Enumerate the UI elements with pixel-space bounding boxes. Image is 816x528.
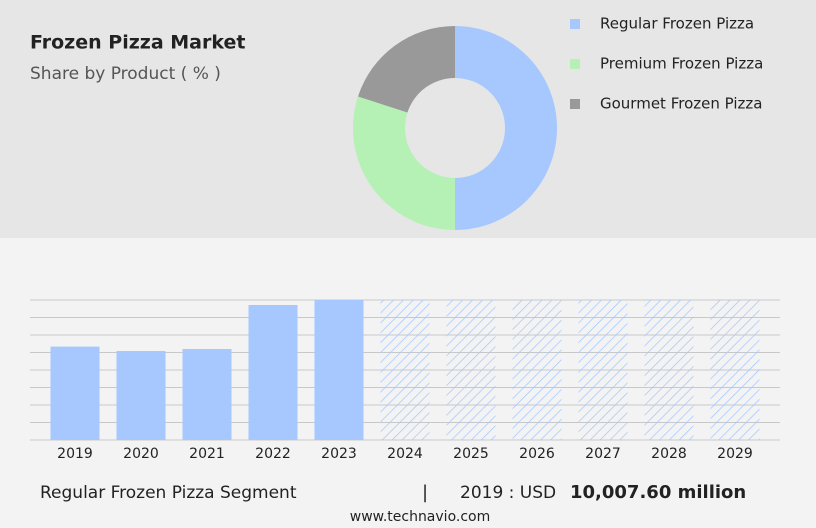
chart-subtitle: Share by Product ( % ) [30, 64, 221, 84]
x-tick-label: 2024 [387, 446, 423, 462]
x-tick-label: 2021 [189, 446, 225, 462]
forecast-placeholder [710, 300, 760, 440]
forecast-placeholder [512, 300, 562, 440]
x-tick-label: 2025 [453, 446, 489, 462]
x-tick-label: 2022 [255, 446, 291, 462]
slice [357, 26, 455, 113]
bar [248, 305, 298, 440]
x-tick-label: 2029 [717, 446, 753, 462]
legend-label: Regular Frozen Pizza [600, 15, 754, 33]
x-tick-label: 2027 [585, 446, 621, 462]
chart-title: Frozen Pizza Market [30, 32, 245, 54]
slice [353, 96, 455, 230]
value-label: 10,007.60 million [570, 482, 746, 503]
forecast-placeholder [380, 300, 430, 440]
forecast-placeholder [578, 300, 628, 440]
segment-label: Regular Frozen Pizza Segment [40, 483, 297, 503]
legend-label: Gourmet Frozen Pizza [600, 95, 762, 113]
slice [455, 26, 557, 230]
legend-label: Premium Frozen Pizza [600, 55, 763, 73]
legend-swatch [570, 19, 580, 29]
x-tick-label: 2019 [57, 446, 93, 462]
x-tick-label: 2020 [123, 446, 159, 462]
x-tick-label: 2026 [519, 446, 555, 462]
bar [182, 349, 232, 440]
x-tick-label: 2023 [321, 446, 357, 462]
forecast-placeholder [446, 300, 496, 440]
separator: | [422, 482, 428, 503]
bar [314, 300, 364, 440]
x-tick-label: 2028 [651, 446, 687, 462]
forecast-placeholder [644, 300, 694, 440]
bar [116, 350, 166, 440]
legend-swatch [570, 99, 580, 109]
bar [50, 346, 100, 440]
period-label: 2019 : USD [460, 483, 556, 503]
source: www.technavio.com [350, 509, 491, 525]
legend-swatch [570, 59, 580, 69]
